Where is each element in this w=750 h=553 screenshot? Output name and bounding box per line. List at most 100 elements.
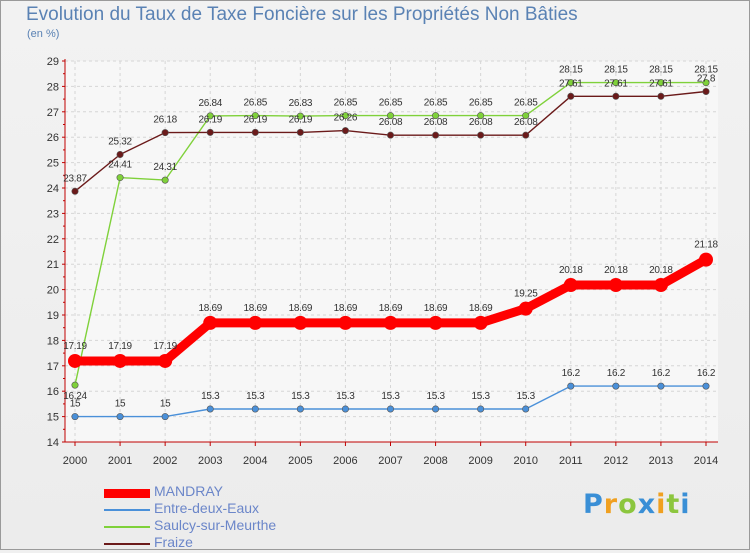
data-point-saulcy-sur-meurthe <box>116 174 124 182</box>
data-label-entre-deux-eaux: 15.3 <box>246 391 265 402</box>
data-point-mandray <box>563 278 578 293</box>
y-tick-label: 19 <box>47 310 59 322</box>
data-label-saulcy-sur-meurthe: 16.24 <box>63 391 87 402</box>
data-label-fraize: 27.61 <box>649 78 673 89</box>
data-label-mandray: 17.19 <box>63 341 87 352</box>
data-label-fraize: 25.32 <box>108 136 132 147</box>
data-point-fraize <box>702 87 710 95</box>
data-point-saulcy-sur-meurthe <box>71 381 79 389</box>
data-point-entre-deux-eaux <box>251 405 259 413</box>
data-point-mandray <box>113 353 128 368</box>
data-point-fraize <box>612 92 620 100</box>
data-label-mandray: 20.18 <box>604 265 628 276</box>
data-point-fraize <box>251 128 259 136</box>
data-label-entre-deux-eaux: 16.2 <box>562 368 581 379</box>
data-label-saulcy-sur-meurthe: 26.85 <box>424 98 448 109</box>
x-tick-label: 2013 <box>649 455 673 467</box>
data-label-entre-deux-eaux: 15 <box>160 399 171 410</box>
data-point-mandray <box>338 315 353 330</box>
proxiti-logo: Proxiti <box>583 489 691 520</box>
data-label-entre-deux-eaux: 15.3 <box>201 391 220 402</box>
data-label-mandray: 17.19 <box>153 341 177 352</box>
data-point-saulcy-sur-meurthe <box>477 112 485 120</box>
data-point-fraize <box>161 129 169 137</box>
data-point-saulcy-sur-meurthe <box>341 112 349 120</box>
data-label-entre-deux-eaux: 15 <box>70 399 81 410</box>
data-point-fraize <box>341 127 349 135</box>
data-point-mandray <box>293 315 308 330</box>
data-point-saulcy-sur-meurthe <box>161 176 169 184</box>
data-label-entre-deux-eaux: 15.3 <box>426 391 445 402</box>
data-point-saulcy-sur-meurthe <box>657 79 665 87</box>
x-tick-label: 2007 <box>378 455 402 467</box>
data-label-fraize: 26.26 <box>334 113 358 124</box>
data-point-fraize <box>432 131 440 139</box>
data-point-fraize <box>71 187 79 195</box>
data-label-entre-deux-eaux: 16.2 <box>697 368 716 379</box>
data-label-saulcy-sur-meurthe: 26.85 <box>469 98 493 109</box>
data-label-entre-deux-eaux: 15.3 <box>472 391 491 402</box>
data-label-fraize: 26.08 <box>469 117 493 128</box>
data-label-saulcy-sur-meurthe: 26.85 <box>514 98 538 109</box>
data-label-entre-deux-eaux: 15.3 <box>291 391 310 402</box>
data-label-fraize: 26.08 <box>379 117 403 128</box>
x-tick-label: 2009 <box>468 455 492 467</box>
data-point-mandray <box>68 353 82 368</box>
data-label-fraize: 26.19 <box>198 114 222 125</box>
series-layer <box>68 79 713 421</box>
chart-subtitle: (en %) <box>27 28 60 40</box>
data-point-entre-deux-eaux <box>522 405 530 413</box>
data-point-saulcy-sur-meurthe <box>612 79 620 87</box>
x-tick-label: 2006 <box>333 455 357 467</box>
data-label-fraize: 26.18 <box>153 115 177 126</box>
data-label-saulcy-sur-meurthe: 26.85 <box>244 98 268 109</box>
data-point-fraize <box>206 128 214 136</box>
x-tick-label: 2008 <box>423 455 447 467</box>
data-point-entre-deux-eaux <box>477 405 485 413</box>
legend-swatch-saulcy-sur-meurthe <box>104 526 150 528</box>
series-saulcy-sur-meurthe <box>71 79 710 389</box>
data-point-mandray <box>248 315 263 330</box>
data-label-mandray: 21.18 <box>694 240 718 251</box>
data-point-fraize <box>386 131 394 139</box>
data-point-mandray <box>428 315 443 330</box>
data-point-mandray <box>518 301 533 316</box>
data-label-mandray: 18.69 <box>469 303 493 314</box>
data-label-saulcy-sur-meurthe: 26.85 <box>334 98 358 109</box>
data-label-mandray: 20.18 <box>649 265 673 276</box>
x-tick-label: 2012 <box>604 455 628 467</box>
data-label-entre-deux-eaux: 16.2 <box>607 368 626 379</box>
logo-letter: r <box>603 489 619 520</box>
data-point-mandray <box>653 278 668 293</box>
data-label-saulcy-sur-meurthe: 26.84 <box>198 98 222 109</box>
data-point-saulcy-sur-meurthe <box>702 79 710 87</box>
logo-letter: P <box>583 489 604 520</box>
data-point-saulcy-sur-meurthe <box>386 112 394 120</box>
legend-label-mandray: MANDRAY <box>154 483 223 499</box>
data-label-mandray: 18.69 <box>244 303 268 314</box>
x-tick-label: 2000 <box>63 455 87 467</box>
data-label-entre-deux-eaux: 16.2 <box>652 368 671 379</box>
legend-swatch-entre-deux-eaux <box>104 509 150 511</box>
data-point-entre-deux-eaux <box>702 382 710 390</box>
data-label-mandray: 18.69 <box>424 303 448 314</box>
data-label-saulcy-sur-meurthe: 28.15 <box>649 65 673 76</box>
data-label-mandray: 19.25 <box>514 289 538 300</box>
x-tick-label: 2014 <box>694 455 718 467</box>
data-point-saulcy-sur-meurthe <box>296 112 304 120</box>
data-point-entre-deux-eaux <box>71 413 79 421</box>
y-tick-label: 14 <box>47 437 59 449</box>
x-tick-label: 2005 <box>288 455 312 467</box>
data-point-saulcy-sur-meurthe <box>432 112 440 120</box>
data-point-saulcy-sur-meurthe <box>251 112 259 120</box>
y-tick-label: 28 <box>47 81 59 93</box>
legend-swatch-fraize <box>104 543 150 545</box>
data-point-saulcy-sur-meurthe <box>567 79 575 87</box>
data-point-mandray <box>608 278 623 293</box>
data-point-fraize <box>567 92 575 100</box>
data-point-mandray <box>473 315 488 330</box>
data-point-entre-deux-eaux <box>657 382 665 390</box>
data-label-entre-deux-eaux: 15.3 <box>381 391 400 402</box>
data-label-entre-deux-eaux: 15 <box>115 399 126 410</box>
